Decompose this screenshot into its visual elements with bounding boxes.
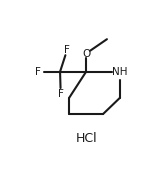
Text: F: F — [58, 89, 64, 99]
Text: F: F — [64, 45, 70, 55]
Text: HCl: HCl — [75, 132, 97, 145]
Text: O: O — [82, 48, 90, 58]
Text: F: F — [35, 67, 41, 77]
Text: NH: NH — [112, 67, 128, 77]
